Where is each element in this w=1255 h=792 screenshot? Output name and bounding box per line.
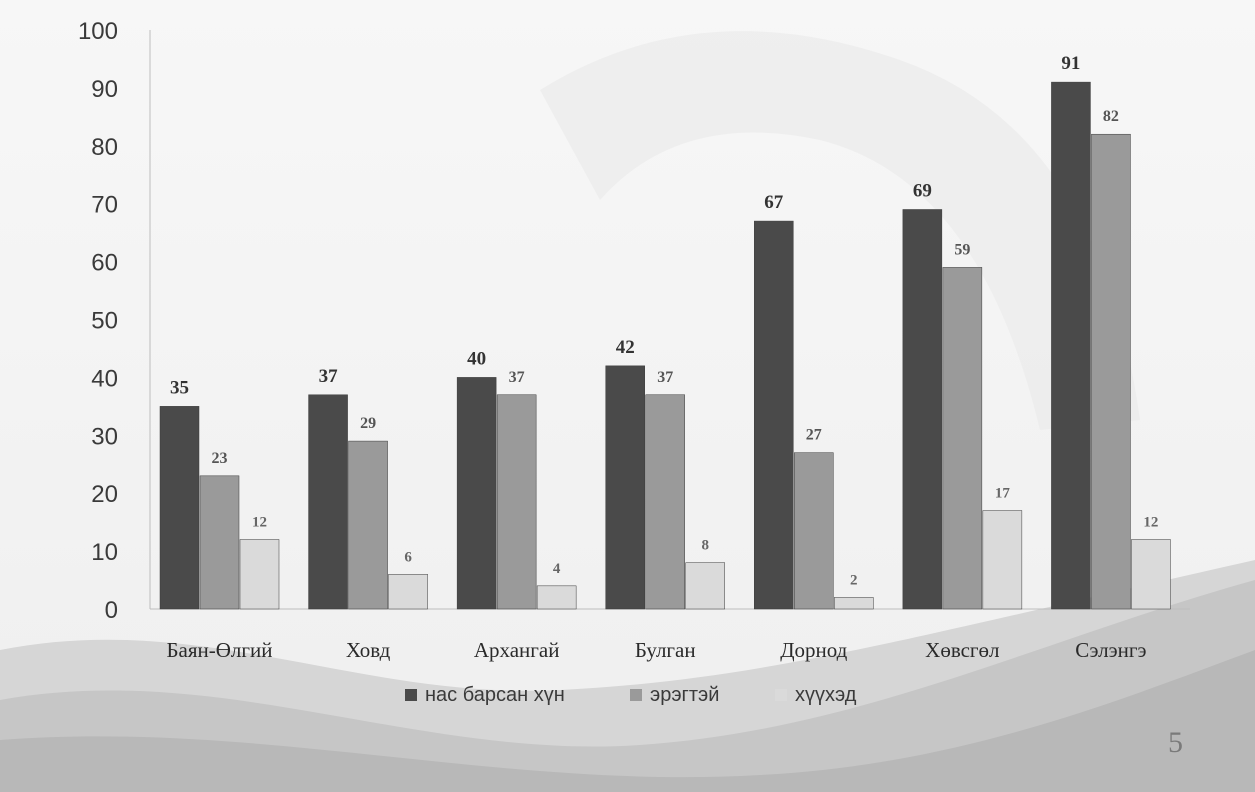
axes: 0 10 20 30 40 50 60 70 80 90 100 <box>78 18 1190 624</box>
y-tick-label: 100 <box>78 18 118 45</box>
bar <box>308 394 348 610</box>
bar <box>1051 81 1091 610</box>
y-tick-label: 90 <box>91 76 118 103</box>
bar <box>982 510 1023 610</box>
data-label: 8 <box>701 538 709 554</box>
bar <box>834 597 874 610</box>
data-label: 12 <box>1143 515 1158 531</box>
bar <box>754 220 794 610</box>
data-label: 69 <box>913 180 932 201</box>
y-tick-label: 50 <box>91 308 118 335</box>
bar <box>199 475 240 610</box>
y-tick-label: 80 <box>91 134 118 161</box>
bar <box>1131 539 1171 610</box>
y-tick-label: 30 <box>91 423 118 450</box>
bar <box>794 452 834 610</box>
bar <box>348 440 388 610</box>
data-labels: 35 23 12 37 29 6 40 37 4 42 37 8 67 27 2 69 59 17 91 82 12 <box>170 53 1158 588</box>
x-tick-label: Булган <box>635 638 696 662</box>
x-axis-ticks: Баян-Өлгий Ховд Архангай Булган Дорнод Хөвсгө… <box>166 638 1146 662</box>
bar <box>536 585 577 610</box>
x-tick-label: Дорнод <box>780 638 847 662</box>
data-label: 59 <box>954 241 970 258</box>
bar <box>388 574 428 610</box>
x-tick-label: Ховд <box>346 638 391 662</box>
data-label: 4 <box>553 561 561 577</box>
data-label: 82 <box>1103 108 1119 125</box>
data-label: 37 <box>657 369 673 386</box>
x-tick-label: Баян-Өлгий <box>166 638 272 662</box>
y-tick-label: 70 <box>91 192 118 219</box>
data-label: 6 <box>404 549 412 565</box>
bar <box>1091 133 1131 610</box>
data-label: 12 <box>252 515 267 531</box>
data-label: 37 <box>509 369 525 386</box>
bar <box>685 562 725 610</box>
data-label: 35 <box>170 377 189 398</box>
legend-label: нас барсан хүн <box>425 684 565 706</box>
bar <box>496 394 537 610</box>
data-label: 37 <box>319 366 339 387</box>
y-tick-label: 40 <box>91 365 118 392</box>
x-tick-label: Архангай <box>474 638 560 662</box>
x-tick-label: Сэлэнгэ <box>1075 638 1146 662</box>
bar <box>605 365 645 610</box>
x-tick-label: Хөвсгөл <box>925 638 999 662</box>
page-number: 5 <box>1168 726 1183 759</box>
y-tick-label: 10 <box>91 539 118 566</box>
data-label: 23 <box>212 450 228 467</box>
bar <box>942 267 983 610</box>
legend-label: эрэгтэй <box>650 684 719 706</box>
bar <box>239 539 280 610</box>
data-label: 42 <box>616 337 635 358</box>
legend-label: хүүхэд <box>795 684 857 706</box>
data-label: 67 <box>764 192 784 213</box>
bar <box>645 394 685 610</box>
bar <box>456 377 497 610</box>
legend-swatch <box>630 689 642 701</box>
y-tick-label: 0 <box>105 597 118 624</box>
data-label: 27 <box>806 427 822 444</box>
legend-swatch <box>775 689 787 701</box>
data-label: 2 <box>850 572 858 588</box>
y-tick-label: 60 <box>91 250 118 277</box>
legend: нас барсан хүн эрэгтэй хүүхэд <box>405 684 857 706</box>
data-label: 17 <box>995 486 1011 502</box>
bar <box>159 406 200 610</box>
data-label: 40 <box>467 348 486 369</box>
bar <box>902 209 943 610</box>
data-label: 29 <box>360 415 376 432</box>
bars <box>159 81 1171 610</box>
data-label: 91 <box>1061 53 1080 74</box>
legend-swatch <box>405 689 417 701</box>
y-tick-label: 20 <box>91 481 118 508</box>
